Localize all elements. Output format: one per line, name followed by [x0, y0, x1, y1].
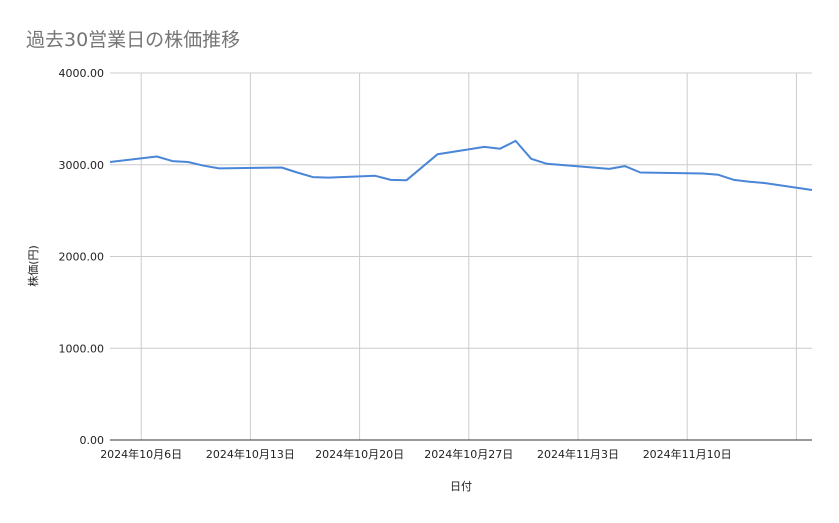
- series-line: [109, 139, 813, 191]
- y-axis-label: 株価(円): [26, 245, 40, 287]
- y-tick-label: 3000.00: [59, 159, 105, 172]
- x-tick-label: 2024年11月3日: [537, 447, 619, 461]
- x-tick-label: 2024年10月27日: [424, 447, 513, 461]
- y-tick-label: 0.00: [80, 434, 105, 447]
- x-tick-label: 2024年10月6日: [100, 447, 182, 461]
- chart-title: 過去30営業日の株価推移: [26, 29, 240, 51]
- x-tick-label: 2024年11月10日: [643, 447, 732, 461]
- x-tick-label: 2024年10月20日: [315, 447, 404, 461]
- x-tick-label: 2024年10月13日: [206, 447, 295, 461]
- y-tick-label: 2000.00: [59, 251, 105, 264]
- y-tick-label: 1000.00: [59, 342, 105, 355]
- x-axis-label: 日付: [450, 480, 472, 493]
- y-tick-label: 4000.00: [59, 67, 105, 80]
